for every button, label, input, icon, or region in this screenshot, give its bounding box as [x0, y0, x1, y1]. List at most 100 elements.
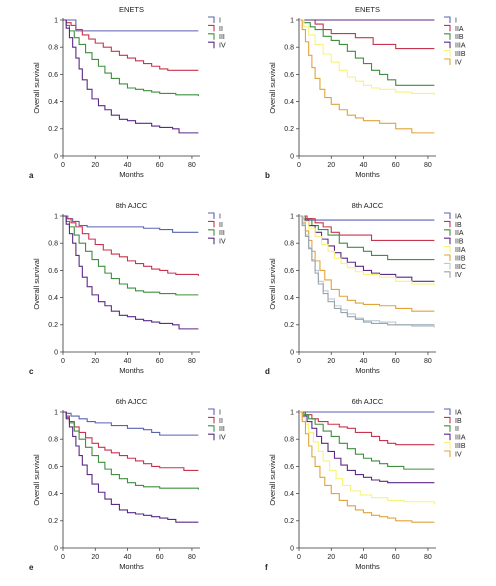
legend-label: IIB: [455, 34, 464, 41]
series-line-i: [63, 411, 199, 436]
series-line-iiib: [299, 215, 435, 312]
y-tick-label: 0.8: [48, 241, 58, 248]
legend-swatch: [444, 433, 451, 441]
legend-swatch: [208, 212, 215, 219]
legend-label: IA: [455, 409, 462, 416]
x-axis-label: Months: [355, 366, 380, 375]
chart-title: 6th AJCC: [116, 397, 148, 406]
series-line-iv: [299, 411, 435, 523]
x-axis-label: Months: [355, 562, 380, 571]
legend-label: II: [219, 418, 223, 425]
chart-panel-d: 8th AJCC 0 0.2 0.4 0.6 0.8 1 0 20 40 60 80 Months Ove…: [265, 201, 466, 376]
legend-label: IIIB: [455, 255, 466, 262]
y-tick-label: 0.8: [284, 241, 294, 248]
chart-title: 8th AJCC: [352, 201, 384, 210]
legend-label: IIB: [455, 239, 464, 246]
legend-label: IIIA: [455, 43, 466, 50]
y-tick-label: 0.6: [284, 268, 294, 275]
y-tick-label: 0.4: [284, 295, 294, 302]
legend-swatch: [444, 262, 451, 270]
x-tick-label: 80: [188, 554, 196, 561]
legend-label: IB: [455, 418, 462, 425]
x-tick-label: 0: [297, 554, 301, 561]
chart-panel-c: 8th AJCC 0 0.2 0.4 0.6 0.8 1 0 20 40 60 80 Months Ove…: [29, 201, 226, 376]
legend-swatch: [444, 50, 451, 57]
panel-label: a: [29, 171, 34, 180]
x-tick-label: 0: [61, 358, 65, 365]
y-tick-label: 0.8: [284, 45, 294, 52]
legend-swatch: [208, 41, 215, 49]
series-line-i: [63, 19, 199, 32]
y-tick-label: 1: [290, 409, 294, 416]
legend-label: I: [219, 409, 221, 416]
series-line-ii: [63, 19, 199, 71]
y-tick-label: 0.6: [284, 72, 294, 79]
legend-swatch: [208, 433, 215, 441]
x-tick-label: 20: [91, 358, 99, 365]
y-tick-label: 0.2: [284, 322, 294, 329]
series-line-ii: [63, 411, 199, 472]
legend-swatch: [208, 237, 215, 245]
y-tick-label: 0.6: [48, 72, 58, 79]
y-tick-label: 0.2: [284, 518, 294, 525]
x-tick-label: 20: [327, 162, 335, 169]
x-tick-label: 80: [188, 358, 196, 365]
series-line-iii: [63, 411, 199, 490]
x-tick-label: 0: [297, 162, 301, 169]
x-tick-label: 0: [61, 554, 65, 561]
legend-label: I: [219, 17, 221, 24]
series-line-iv: [63, 411, 199, 523]
y-tick-label: 0.4: [284, 99, 294, 106]
x-axis-label: Months: [119, 562, 144, 571]
legend-label: III: [219, 426, 225, 433]
x-tick-label: 40: [360, 358, 368, 365]
x-tick-label: 80: [424, 162, 432, 169]
series-line-iib: [299, 215, 435, 282]
y-axis-label: Overall survival: [32, 454, 41, 506]
legend-swatch: [444, 246, 451, 253]
legend-label: IB: [455, 222, 462, 229]
chart-title: 8th AJCC: [116, 201, 148, 210]
series-line-iii: [63, 215, 199, 296]
x-tick-label: 80: [424, 358, 432, 365]
legend-swatch: [444, 254, 451, 261]
x-tick-label: 20: [91, 162, 99, 169]
y-tick-label: 0.4: [48, 295, 58, 302]
chart-title: ENETS: [119, 5, 144, 14]
legend-swatch: [444, 442, 451, 449]
series-line-iiib: [299, 19, 435, 95]
y-axis-label: Overall survival: [32, 62, 41, 114]
x-tick-label: 80: [188, 162, 196, 169]
y-tick-label: 0.2: [48, 322, 58, 329]
series-line-iv: [299, 19, 435, 134]
legend-label: II: [219, 222, 223, 229]
x-tick-label: 20: [327, 358, 335, 365]
y-tick-label: 1: [290, 17, 294, 24]
series-line-ib: [299, 215, 435, 242]
legend-swatch: [444, 33, 451, 40]
x-tick-label: 60: [156, 554, 164, 561]
panel-label: f: [265, 563, 268, 572]
legend-swatch: [208, 33, 215, 40]
y-tick-label: 0: [54, 349, 58, 356]
y-axis-label: Overall survival: [268, 258, 277, 310]
series-line-iv: [63, 215, 199, 330]
legend-label: IV: [455, 272, 462, 279]
legend-swatch: [208, 229, 215, 236]
legend-swatch: [444, 41, 451, 49]
y-tick-label: 0.6: [284, 464, 294, 471]
legend-swatch: [208, 416, 215, 424]
chart-title: ENETS: [355, 5, 380, 14]
legend-label: IIIC: [455, 264, 466, 271]
legend-label: IIIB: [455, 51, 466, 58]
legend-swatch: [444, 212, 451, 219]
legend-swatch: [444, 24, 451, 32]
y-tick-label: 0: [290, 349, 294, 356]
x-tick-label: 40: [360, 554, 368, 561]
legend-label: IV: [455, 451, 462, 458]
legend-swatch: [444, 16, 451, 23]
x-tick-label: 0: [61, 162, 65, 169]
legend-swatch: [444, 408, 451, 415]
x-tick-label: 0: [297, 358, 301, 365]
